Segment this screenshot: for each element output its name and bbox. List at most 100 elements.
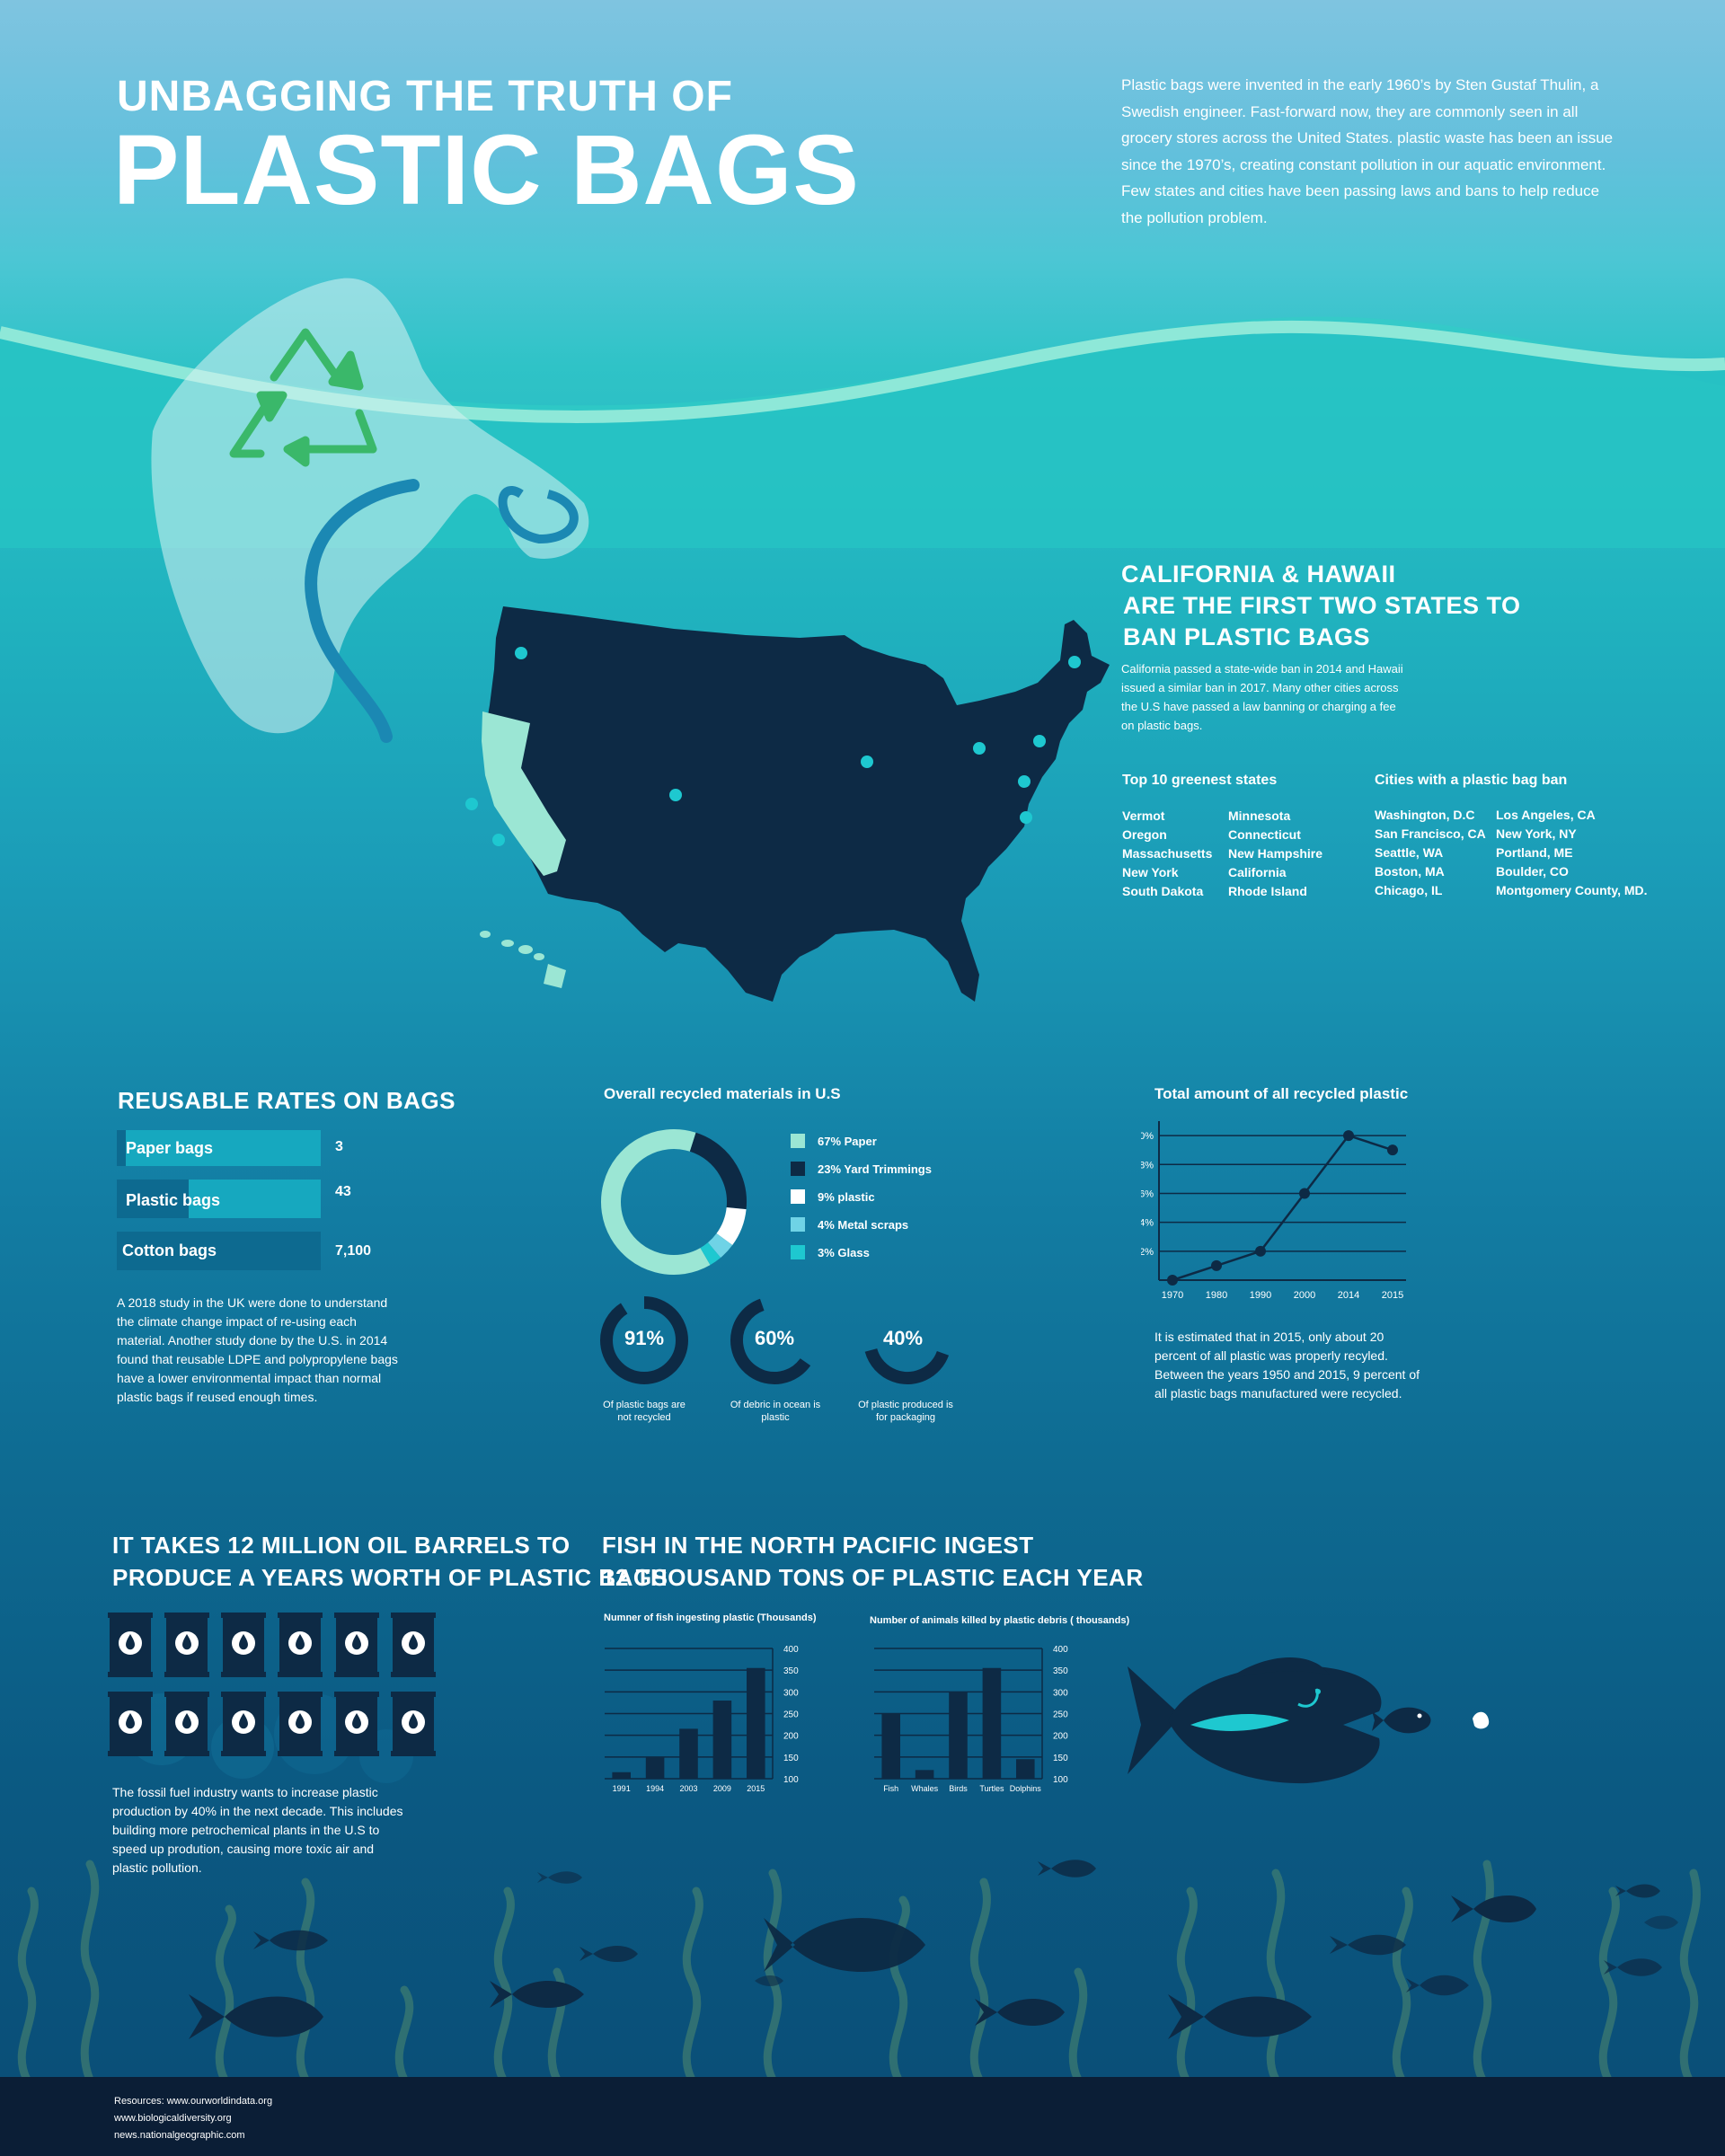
oil-drop-icon: [182, 1634, 191, 1650]
oil-barrel-icon: [221, 1692, 266, 1756]
footer-resource-link[interactable]: www.biologicaldiversity.org: [114, 2113, 232, 2124]
y-tick-label: 2%: [1141, 1247, 1154, 1258]
data-point: [1255, 1245, 1266, 1257]
bar-plastic: [117, 1180, 321, 1218]
bar-value: 7,100: [335, 1243, 372, 1259]
y-tick-label: 400: [783, 1645, 799, 1655]
recycle-icon: [229, 328, 377, 467]
list-item: Connecticut: [1228, 827, 1301, 842]
greenest-col2: Minnesota Connecticut New Hampshire Cali…: [1228, 807, 1322, 901]
x-tick-label: 1980: [1206, 1290, 1227, 1301]
y-tick-label: 300: [1053, 1688, 1068, 1698]
list-item: New York: [1122, 865, 1179, 879]
legend-item: 4% Metal scraps: [791, 1217, 932, 1232]
ring-caption: Of plastic bags are not recycled: [603, 1400, 686, 1423]
legend-item: 23% Yard Trimmings: [791, 1162, 932, 1176]
y-tick-label: 250: [783, 1710, 799, 1720]
y-tick-label: 100: [1053, 1775, 1068, 1785]
list-item: Seattle, WA: [1375, 845, 1444, 860]
oil-drop-icon: [409, 1713, 418, 1729]
legend-item: 3% Glass: [791, 1245, 932, 1259]
oil-barrel-icon: [108, 1692, 153, 1756]
ring-40: [863, 1296, 951, 1384]
y-tick-label: 200: [783, 1732, 799, 1742]
data-point: [1387, 1144, 1398, 1156]
ring-value: 91%: [624, 1327, 665, 1349]
footer-resource-link[interactable]: news.nationalgeographic.com: [114, 2130, 245, 2141]
x-tick-label: 1990: [1250, 1290, 1271, 1301]
x-tick-label: Birds: [949, 1784, 968, 1793]
cities-col2: Los Angeles, CA New York, NY Portland, M…: [1496, 806, 1648, 900]
bar-label: Cotton bags: [122, 1241, 217, 1259]
x-tick-label: Fish: [883, 1784, 898, 1793]
line-chart-title: Total amount of all recycled plastic: [1154, 1085, 1409, 1102]
ring-91: [600, 1296, 688, 1384]
bar: [612, 1772, 631, 1779]
legend-item: 9% plastic: [791, 1189, 932, 1204]
fish-eating-illustration: [1128, 1657, 1490, 1784]
bar: [645, 1756, 665, 1779]
bar: [679, 1728, 698, 1779]
list-item: Montgomery County, MD.: [1496, 883, 1648, 897]
reusable-body: A 2018 study in the UK were done to unde…: [117, 1295, 398, 1404]
ring-caption: Of debric in ocean is plastic: [730, 1400, 821, 1423]
y-tick-label: 400: [1053, 1645, 1068, 1655]
oil-drop-icon: [296, 1713, 305, 1729]
bar: [1016, 1759, 1035, 1779]
fish-heading-line1: FISH IN THE NORTH PACIFIC INGEST: [602, 1532, 1034, 1559]
oil-body: The fossil fuel industry wants to increa…: [112, 1785, 403, 1875]
footer: Resources: www.ourworldindata.org www.bi…: [0, 2077, 1725, 2156]
donut-slice-paper: [601, 1129, 747, 1275]
legend-item: 67% Paper: [791, 1134, 932, 1148]
list-item: Boulder, CO: [1496, 864, 1569, 879]
y-tick-label: 4%: [1141, 1218, 1154, 1229]
y-tick-label: 350: [1053, 1666, 1068, 1676]
oil-barrel-icon: [108, 1613, 153, 1677]
list-item: San Francisco, CA: [1375, 826, 1486, 841]
bar: [982, 1667, 1002, 1779]
y-tick-label: 150: [783, 1754, 799, 1763]
map-heading-line1: CALIFORNIA & HAWAII: [1121, 561, 1396, 588]
list-item: Oregon: [1122, 827, 1167, 842]
cities-title: Cities with a plastic bag ban: [1375, 773, 1568, 788]
oil-barrel-icon: [334, 1613, 379, 1677]
bar: [881, 1713, 900, 1779]
cities-col1: Washington, D.C San Francisco, CA Seattl…: [1375, 806, 1486, 900]
x-tick-label: 2003: [679, 1784, 697, 1793]
y-tick-label: 300: [783, 1688, 799, 1698]
map-heading-line2: ARE THE FIRST TWO STATES TO: [1123, 592, 1521, 619]
bar-cotton: [117, 1232, 321, 1270]
oil-drop-icon: [352, 1634, 361, 1650]
y-tick-label: 6%: [1141, 1188, 1154, 1199]
oil-drop-icon: [126, 1634, 135, 1650]
donut-slice-yard-trimmings: [601, 1129, 747, 1275]
bar-value: 3: [335, 1139, 343, 1154]
x-tick-label: 2015: [747, 1784, 765, 1793]
ring-value: 40%: [882, 1327, 924, 1349]
x-tick-label: 2009: [713, 1784, 731, 1793]
footer-resource-link[interactable]: Resources: www.ourworldindata.org: [114, 2096, 273, 2107]
oil-barrel-icon: [278, 1613, 323, 1677]
oil-drop-icon: [126, 1713, 135, 1729]
seabed-decoration: [17, 1860, 1701, 2080]
y-tick-label: 250: [1053, 1710, 1068, 1720]
swimming-fish: [189, 1860, 1678, 2039]
oil-barrels: [108, 1613, 436, 1783]
oil-barrel-icon: [164, 1692, 209, 1756]
bar: [915, 1770, 934, 1779]
y-tick-label: 10%: [1141, 1131, 1154, 1142]
city-markers: [465, 647, 1081, 846]
y-tick-label: 350: [783, 1666, 799, 1676]
bar-label: Paper bags: [126, 1139, 214, 1157]
list-item: New Hampshire: [1228, 846, 1323, 861]
list-item: Vermot: [1122, 808, 1165, 823]
us-map: [465, 606, 1110, 1002]
list-item: Boston, MA: [1375, 864, 1445, 879]
bar-value: 43: [335, 1184, 351, 1199]
oil-drop-icon: [239, 1713, 248, 1729]
x-tick-label: 1970: [1162, 1290, 1183, 1301]
list-item: New York, NY: [1496, 826, 1577, 841]
x-tick-label: 2014: [1338, 1290, 1359, 1301]
list-item: Minnesota: [1228, 808, 1291, 823]
